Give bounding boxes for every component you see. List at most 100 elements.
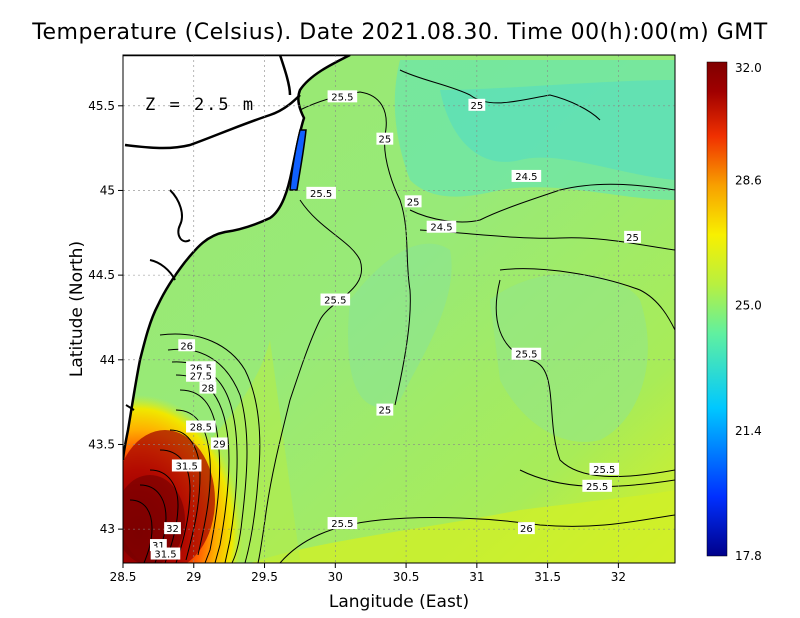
contour-label: 25 [376,403,394,417]
contour-label: 25 [624,230,641,244]
x-tick-label: 29 [186,570,201,584]
contour-label: 31.5 [150,547,181,561]
colorbar-tick-label: 32.0 [735,61,762,75]
contour-label-bg [306,186,336,199]
contour-label-bg [468,98,486,111]
contour-label-text: 25 [626,233,639,244]
contour-label: 25.5 [327,517,358,530]
contour-label-text: 26 [180,341,193,352]
contour-label-bg [426,220,457,233]
contour-label-text: 25 [378,406,391,417]
contour-label-bg [511,169,542,182]
contour-label: 25 [404,195,422,208]
contour-label-bg [199,381,217,394]
contour-label: 32 [164,522,181,535]
contour-label-bg [404,195,422,208]
contour-label-bg [511,347,542,360]
contour-label-text: 25.5 [586,482,608,493]
contour-label-text: 31.5 [154,550,176,561]
y-tick-label: 45.5 [88,99,115,113]
contour-label-text: 31 [152,541,165,552]
contour-label-bg [327,90,358,103]
contour-label-bg [171,459,202,472]
contour-label: 25.5 [327,90,358,103]
contour-label: 25.5 [306,186,336,200]
contour-label: 25.5 [582,479,612,493]
x-tick-label: 28.5 [110,570,137,584]
contour-label-text: 29 [213,439,226,450]
contour-label-text: 25.5 [593,465,615,476]
contour-label-text: 25 [470,101,483,112]
contour-label-text: 28 [202,384,215,395]
contour-label-group: 25.5 25 25 24.5 25.5 25 24.5 25 25.5 25.5 25 26 26.5… [149,90,641,561]
contour-label-text: 28.5 [190,423,212,434]
contour-label: 28 [199,381,217,395]
contour-label-bg [589,462,620,475]
y-tick-label: 44.5 [88,268,115,282]
contour-label-bg [376,403,394,416]
colorbar-tick-label: 21.4 [735,424,762,438]
contour-label-bg [186,420,216,433]
plot-frame [122,54,676,564]
contour-label-bg [178,339,196,352]
contour-label: 24.5 [511,169,542,183]
contour-label-text: 25.5 [515,350,537,361]
y-tick-label: 43 [100,522,115,536]
contour-label-text: 26 [520,524,533,535]
x-tick-label: 30.5 [393,570,420,584]
contour-label: 25.5 [320,293,351,307]
y-tick-label: 43.5 [88,437,115,451]
colorbar-tick-label: 28.6 [735,173,762,187]
x-axis-label: Langitude (East) [329,592,469,612]
x-tick-label: 31 [469,570,484,584]
contour-label: 25.5 [589,462,620,476]
colorbar [706,61,728,557]
contour-label: 26 [178,339,196,352]
contour-label-bg [164,522,181,535]
x-tick-label: 30 [328,570,343,584]
y-axis-ticks: 43 43.5 44 44.5 45 45.5 [88,99,123,536]
contour-label-text: 32 [166,524,179,535]
contour-label-text: 31.5 [176,461,198,472]
contour-label-bg [582,479,612,492]
x-tick-label: 29.5 [251,570,278,584]
colorbar-ticks: 32.0 28.6 25.0 21.4 17.8 [735,61,762,563]
contour-label-text: 25 [407,197,420,208]
colorbar-tick-label: 25.0 [735,299,762,313]
x-tick-label: 31.5 [534,570,561,584]
contour-label-bg [320,293,351,306]
contour-label: 25 [468,98,486,112]
contour-label-text: 26.5 [190,363,212,374]
contour-label-bg [150,547,181,560]
grid-lines [122,55,675,563]
contour-label-text: 25 [378,135,391,146]
y-tick-label: 45 [100,183,115,197]
landmass [123,55,351,461]
depth-label: Z = 2.5 m [145,95,255,115]
contour-label: 31.5 [171,459,202,472]
contour-label-text: 27.5 [190,372,212,383]
y-axis-label: Latitude (North) [67,241,87,377]
contour-label-bg [376,132,394,145]
contour-label-bg [517,522,535,535]
contour-label: 28.5 [186,420,216,434]
chart-title: Temperature (Celsius). Date 2021.08.30. … [32,20,768,45]
contour-label: 26 [517,522,535,535]
contour-label-text: 24.5 [430,223,452,234]
colorbar-tick-label: 17.8 [735,549,762,563]
contour-label: 25.5 [511,347,542,361]
contour-label-text: 25.5 [310,189,332,200]
x-tick-label: 32 [611,570,626,584]
contour-label: 25 [376,132,394,146]
contour-label-bg [186,369,216,382]
contour-label-text: 25.5 [331,92,353,103]
contour-label-text: 24.5 [515,172,537,183]
contour-label-bg [210,437,228,450]
contour-label: 27.5 [186,369,216,383]
contour-label-text: 25.5 [324,296,346,307]
contour-label-text: 25.5 [331,519,353,530]
contour-label: 24.5 [426,220,457,234]
contour-label-bg [327,517,358,530]
contour-label: 29 [210,437,228,450]
